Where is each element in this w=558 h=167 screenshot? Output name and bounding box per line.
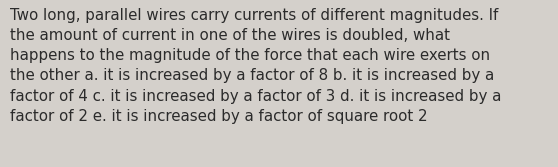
Text: Two long, parallel wires carry currents of different magnitudes. If
the amount o: Two long, parallel wires carry currents … bbox=[10, 8, 502, 124]
